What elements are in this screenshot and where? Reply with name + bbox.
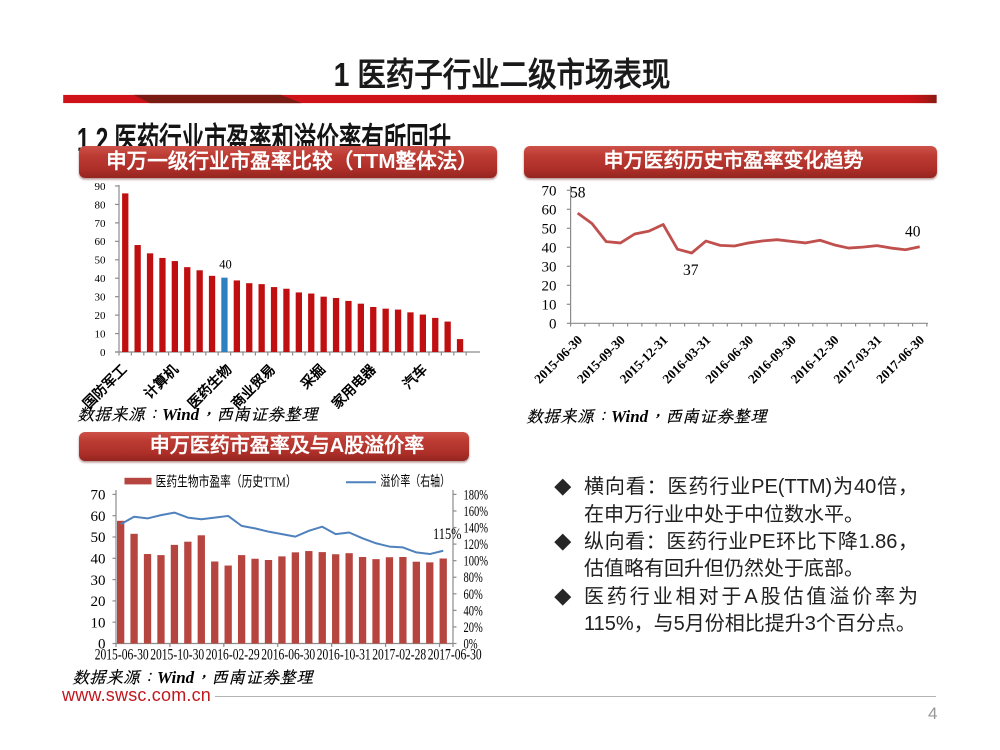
svg-text:115%: 115% bbox=[433, 526, 462, 543]
svg-text:0: 0 bbox=[549, 316, 557, 332]
svg-text:2016-02-29: 2016-02-29 bbox=[206, 646, 260, 663]
svg-text:37: 37 bbox=[683, 262, 699, 279]
svg-text:60: 60 bbox=[95, 236, 107, 248]
svg-text:40: 40 bbox=[542, 240, 557, 256]
svg-text:2016-10-31: 2016-10-31 bbox=[317, 646, 371, 663]
svg-text:溢价率（右轴）: 溢价率（右轴） bbox=[381, 473, 451, 490]
svg-text:180%: 180% bbox=[464, 487, 489, 503]
svg-text:40: 40 bbox=[95, 273, 107, 285]
svg-text:0: 0 bbox=[98, 637, 106, 653]
svg-text:2017-06-30: 2017-06-30 bbox=[428, 646, 482, 663]
svg-text:50: 50 bbox=[542, 221, 557, 237]
svg-text:40: 40 bbox=[219, 258, 232, 272]
svg-text:医药生物市盈率（历史TTM）: 医药生物市盈率（历史TTM） bbox=[156, 473, 297, 490]
svg-text:30: 30 bbox=[91, 573, 106, 589]
svg-text:2015-06-30: 2015-06-30 bbox=[95, 646, 149, 663]
svg-text:50: 50 bbox=[95, 255, 107, 267]
svg-text:160%: 160% bbox=[464, 504, 489, 520]
svg-text:10: 10 bbox=[91, 615, 106, 631]
svg-text:70: 70 bbox=[542, 183, 557, 199]
svg-text:80%: 80% bbox=[464, 570, 483, 586]
svg-text:0%: 0% bbox=[464, 637, 478, 653]
svg-text:10: 10 bbox=[542, 297, 557, 313]
svg-text:10: 10 bbox=[95, 328, 107, 340]
svg-text:140%: 140% bbox=[464, 521, 489, 537]
svg-text:汽车: 汽车 bbox=[399, 361, 430, 392]
svg-text:20%: 20% bbox=[464, 620, 483, 636]
svg-text:60: 60 bbox=[91, 509, 106, 525]
svg-text:40: 40 bbox=[91, 552, 106, 568]
svg-text:70: 70 bbox=[95, 218, 107, 230]
svg-text:0: 0 bbox=[100, 347, 106, 359]
svg-text:90: 90 bbox=[95, 181, 107, 193]
svg-text:2016-06-30: 2016-06-30 bbox=[261, 646, 315, 663]
svg-text:80: 80 bbox=[95, 199, 107, 211]
svg-text:20: 20 bbox=[91, 594, 106, 610]
svg-text:40%: 40% bbox=[464, 603, 483, 619]
svg-text:20: 20 bbox=[542, 278, 557, 294]
svg-text:40: 40 bbox=[905, 224, 921, 241]
svg-text:30: 30 bbox=[542, 259, 557, 275]
svg-text:60%: 60% bbox=[464, 587, 483, 603]
svg-text:120%: 120% bbox=[464, 537, 489, 553]
svg-text:60: 60 bbox=[542, 202, 557, 218]
svg-text:50: 50 bbox=[91, 530, 106, 546]
svg-text:计算机: 计算机 bbox=[141, 361, 182, 402]
svg-text:2017-02-28: 2017-02-28 bbox=[372, 646, 426, 663]
svg-text:2015-10-30: 2015-10-30 bbox=[150, 646, 204, 663]
svg-text:70: 70 bbox=[91, 488, 106, 504]
svg-text:30: 30 bbox=[95, 292, 107, 304]
svg-text:20: 20 bbox=[95, 310, 107, 322]
svg-text:58: 58 bbox=[570, 185, 586, 202]
svg-text:100%: 100% bbox=[464, 554, 489, 570]
svg-text:采掘: 采掘 bbox=[297, 361, 328, 392]
svg-text:家用电器: 家用电器 bbox=[328, 361, 378, 411]
